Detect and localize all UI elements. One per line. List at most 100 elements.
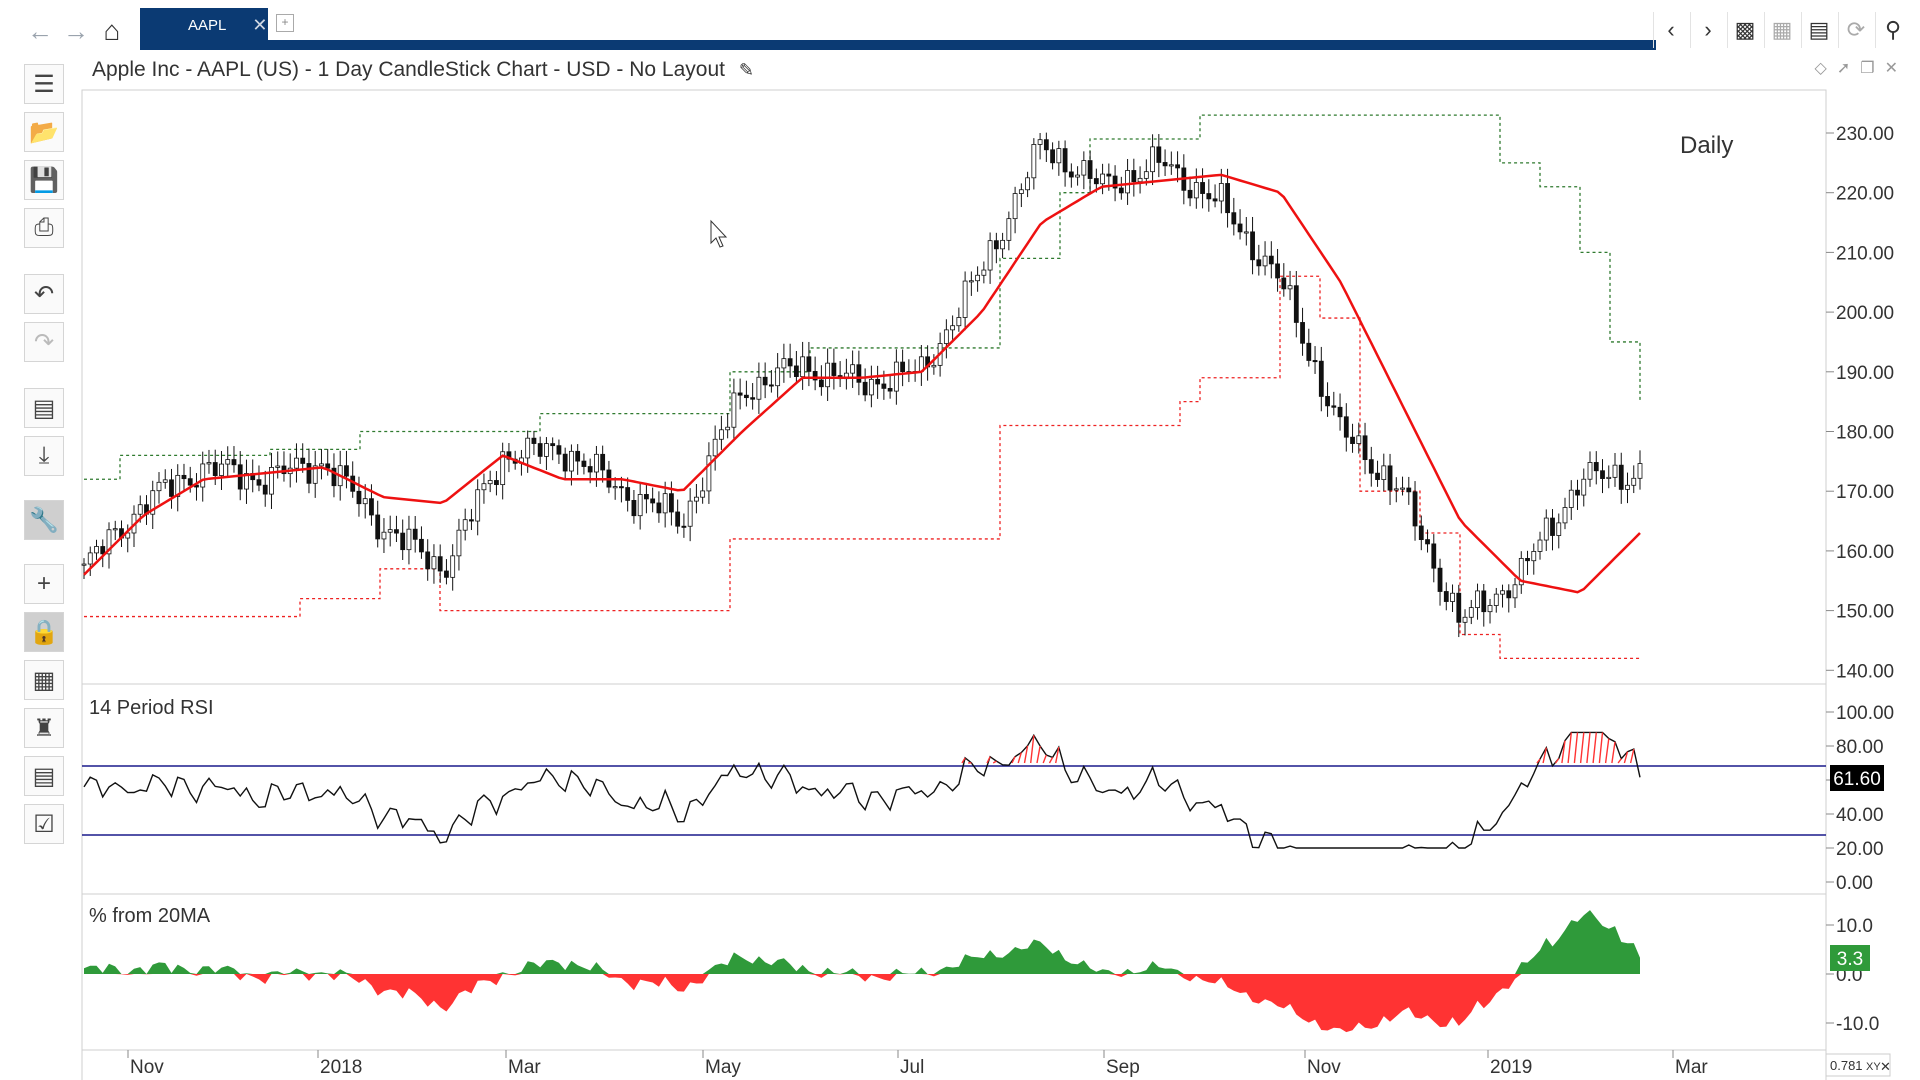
x-tick-label: Sep xyxy=(1106,1057,1140,1078)
candle-body xyxy=(1175,164,1180,169)
candle-body xyxy=(1200,182,1205,194)
pma-axis: 10.00.0-10.0 xyxy=(1826,916,1879,1035)
tab-aapl[interactable]: AAPL ✕ xyxy=(140,8,268,42)
candle-body xyxy=(1025,177,1030,191)
candle-body xyxy=(1568,489,1574,508)
pin-icon[interactable]: ➚ xyxy=(1836,60,1851,77)
candle-body xyxy=(981,269,987,276)
candle-body xyxy=(1343,416,1349,438)
candle-body xyxy=(219,463,224,476)
redo-icon[interactable]: ↷ xyxy=(24,322,64,362)
candle-body xyxy=(1206,193,1212,200)
candle-body xyxy=(1043,139,1049,151)
candle-body xyxy=(575,450,581,462)
zoom-box[interactable] xyxy=(1825,1053,1891,1077)
candle-body xyxy=(1237,223,1243,233)
x-tick-label: May xyxy=(705,1057,741,1078)
wrench-icon[interactable]: 🔧 xyxy=(24,500,64,540)
candle-body xyxy=(506,451,512,460)
candle-body xyxy=(594,453,599,473)
candle-body xyxy=(1543,517,1549,541)
candle-body xyxy=(1468,607,1474,618)
candle-body xyxy=(881,383,887,389)
candle-body xyxy=(1018,189,1024,194)
candle-body xyxy=(406,528,412,551)
candle-body xyxy=(437,556,443,572)
export-icon[interactable]: ⤓ xyxy=(24,436,64,476)
candle-body xyxy=(706,455,712,492)
undo-icon[interactable]: ↶ xyxy=(24,274,64,314)
top-right-controls: ‹ › ▩ ▦ ▤ ⟳ ⚲ xyxy=(1653,12,1910,48)
candle-body xyxy=(850,364,856,374)
candle-body xyxy=(587,466,593,473)
candle-body xyxy=(256,479,262,486)
edit-pencil-icon[interactable]: ✎ xyxy=(738,60,754,80)
new-tab-icon[interactable]: + xyxy=(276,14,294,32)
price-tick-label: 190.00 xyxy=(1836,363,1894,384)
candle-body xyxy=(1112,175,1118,189)
candle-body xyxy=(200,463,206,488)
chart-image-icon[interactable]: ▤ xyxy=(24,388,64,428)
diamond-icon[interactable]: ◇ xyxy=(1814,60,1827,77)
refresh-icon[interactable]: ⟳ xyxy=(1838,12,1873,48)
tree-icon[interactable]: ☰ xyxy=(24,64,64,104)
close-icon[interactable]: ✕ xyxy=(1880,1059,1891,1074)
price-tick-label: 200.00 xyxy=(1836,303,1894,324)
pma-tick-label: -10.0 xyxy=(1836,1014,1879,1035)
candle-body xyxy=(831,362,837,376)
arrow-left-icon[interactable]: ← xyxy=(27,15,53,46)
candle-body xyxy=(1625,484,1630,490)
education-icon[interactable]: ♜ xyxy=(24,708,64,748)
close-icon[interactable]: ✕ xyxy=(252,14,268,35)
print-icon[interactable]: ⎙ xyxy=(24,208,64,248)
lock-icon[interactable]: 🔒 xyxy=(24,612,64,652)
candle-body xyxy=(1256,259,1262,267)
x-tick-label: Nov xyxy=(1307,1057,1341,1078)
candle-body xyxy=(887,387,893,392)
price-tick-label: 230.00 xyxy=(1836,124,1894,145)
candle-body xyxy=(1162,162,1168,167)
price-tick-label: 150.00 xyxy=(1836,602,1894,623)
tab-strip xyxy=(140,10,1656,50)
pma-title: % from 20MA xyxy=(89,905,211,927)
restore-icon[interactable]: ❐ xyxy=(1860,60,1875,77)
candle-body xyxy=(162,479,168,483)
close-icon[interactable]: ✕ xyxy=(1884,60,1898,77)
candle-body xyxy=(956,317,962,327)
price-tick-label: 210.00 xyxy=(1836,243,1894,264)
candle-body xyxy=(637,494,643,517)
window-icon[interactable]: ▤ xyxy=(1801,12,1836,48)
candle-body xyxy=(1500,590,1505,595)
grid-lines-icon[interactable]: ▦ xyxy=(24,660,64,700)
candle-body xyxy=(581,460,587,467)
candle-body xyxy=(962,280,968,318)
grid-icon[interactable]: ▦ xyxy=(1764,12,1799,48)
candle-body xyxy=(1300,322,1305,344)
save-icon[interactable]: 💾 xyxy=(24,160,64,200)
candle-body xyxy=(1212,198,1218,202)
chevron-right-icon[interactable]: › xyxy=(1690,12,1725,48)
open-folder-icon[interactable]: 📂 xyxy=(24,112,64,152)
chevron-left-icon[interactable]: ‹ xyxy=(1653,12,1688,48)
document-icon[interactable]: ▤ xyxy=(24,756,64,796)
candle-body xyxy=(993,240,999,250)
candle-body xyxy=(1431,543,1437,569)
candle-body xyxy=(1587,462,1593,480)
candle-body xyxy=(150,490,156,515)
home-icon[interactable]: ⌂ xyxy=(103,15,121,46)
candle-body xyxy=(868,378,874,396)
candle-body xyxy=(1131,170,1137,183)
x-axis: Nov 2018 Mar May Jul Sep Nov 2019 Mar xyxy=(127,1050,1708,1078)
layout-icon[interactable]: ▩ xyxy=(1727,12,1762,48)
candle-body xyxy=(1093,178,1099,185)
candle-body xyxy=(793,365,799,377)
candle-body xyxy=(1575,489,1580,496)
arrow-right-icon[interactable]: → xyxy=(63,15,89,46)
search-icon[interactable]: ⚲ xyxy=(1875,12,1910,48)
checklist-icon[interactable]: ☑ xyxy=(24,804,64,844)
candle-body xyxy=(400,532,406,551)
pma-current-value: 3.3 xyxy=(1837,949,1863,970)
crosshair-icon[interactable]: + xyxy=(24,564,64,604)
